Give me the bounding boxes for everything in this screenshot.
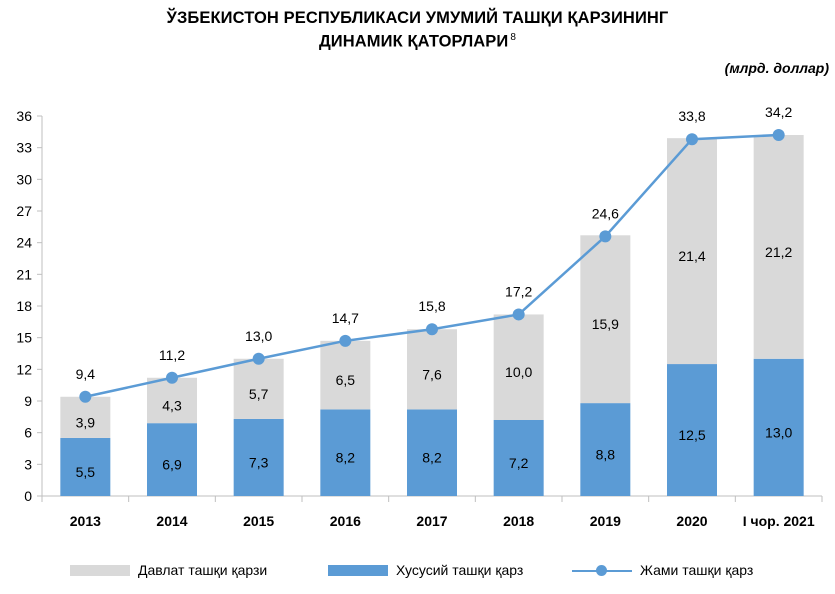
data-label-total-debt: 17,2 — [505, 283, 532, 299]
legend-swatch-private-debt — [328, 564, 388, 576]
bar-state-debt — [667, 138, 717, 365]
x-tick-label: 2015 — [243, 513, 274, 529]
data-label-private-debt: 13,0 — [765, 424, 792, 440]
data-label-total-debt: 14,7 — [332, 310, 359, 326]
bar-private-debt — [320, 409, 371, 496]
data-label-total-debt: 34,2 — [765, 104, 792, 120]
data-label-total-debt: 9,4 — [76, 366, 96, 382]
legend-label-private-debt: Хусусий ташқи қарз — [396, 562, 524, 578]
data-label-state-debt: 15,9 — [592, 316, 619, 332]
data-label-private-debt: 12,5 — [678, 427, 705, 443]
data-label-private-debt: 8,2 — [336, 450, 356, 466]
chart-title-line1: ЎЗБЕКИСТОН РЕСПУБЛИКАСИ УМУМИЙ ТАШҚИ ҚАР… — [166, 9, 669, 27]
total-debt-point — [426, 323, 438, 336]
y-tick-label: 33 — [16, 140, 32, 156]
bar-state-debt — [233, 358, 284, 419]
y-tick-label: 9 — [24, 393, 32, 409]
y-tick-label: 36 — [16, 108, 32, 124]
y-tick-label: 0 — [24, 488, 32, 504]
x-tick-label: 2017 — [416, 513, 447, 529]
legend-swatch-total-debt — [572, 564, 632, 576]
data-label-total-debt: 33,8 — [678, 108, 705, 124]
bar-state-debt — [753, 135, 804, 359]
title-footnote: 8 — [510, 32, 517, 43]
total-debt-point — [599, 230, 612, 243]
bar-state-debt — [147, 377, 197, 424]
total-debt-point — [79, 390, 92, 403]
y-tick-label: 27 — [16, 203, 32, 219]
data-label-state-debt: 3,9 — [76, 414, 96, 430]
legend-label-total-debt: Жами ташқи қарз — [640, 562, 754, 578]
y-tick-label: 15 — [16, 330, 32, 346]
legend-item-state-debt: Давлат ташқи қарзи — [70, 562, 267, 578]
data-label-private-debt: 8,2 — [422, 450, 442, 466]
y-tick-label: 30 — [16, 171, 32, 187]
data-label-private-debt: 6,9 — [162, 457, 182, 473]
data-label-private-debt: 5,5 — [76, 464, 96, 480]
total-debt-point — [686, 133, 698, 146]
bar-state-debt — [320, 340, 371, 410]
total-debt-point — [772, 129, 785, 141]
x-tick-label: 2018 — [503, 513, 534, 529]
legend-item-total-debt: Жами ташқи қарз — [572, 562, 753, 578]
data-label-total-debt: 13,0 — [245, 328, 272, 344]
bar-private-debt — [407, 409, 457, 496]
y-tick-label: 18 — [16, 298, 32, 314]
legend-item-private-debt: Хусусий ташқи қарз — [328, 562, 523, 578]
x-tick-label: 2014 — [156, 513, 187, 529]
bar-private-debt — [667, 364, 717, 496]
bar-state-debt — [407, 329, 457, 410]
bar-private-debt — [753, 358, 804, 496]
bar-private-debt — [493, 420, 544, 496]
bar-private-debt — [580, 403, 631, 496]
data-label-state-debt: 4,3 — [162, 397, 182, 413]
x-tick-label: 2020 — [676, 513, 707, 529]
y-tick-label: 24 — [16, 235, 32, 251]
y-tick-label: 6 — [24, 425, 32, 441]
bar-state-debt — [493, 314, 544, 420]
y-tick-label: 3 — [24, 456, 32, 472]
bar-private-debt — [147, 423, 197, 496]
legend-label-state-debt: Давлат ташқи қарзи — [138, 562, 268, 578]
x-tick-label: 2016 — [330, 513, 361, 529]
total-debt-point — [166, 371, 178, 384]
total-debt-point — [339, 334, 352, 347]
data-label-total-debt: 11,2 — [159, 347, 185, 363]
x-tick-label: 2019 — [590, 513, 621, 529]
data-label-private-debt: 8,8 — [596, 447, 616, 463]
data-label-private-debt: 7,2 — [509, 455, 529, 471]
data-label-state-debt: 21,2 — [765, 244, 792, 260]
bar-state-debt — [580, 235, 631, 404]
y-tick-label: 12 — [16, 361, 32, 377]
legend: Давлат ташқи қарзи Хусусий ташқи қарз Жа… — [0, 562, 835, 586]
bar-private-debt — [60, 437, 111, 496]
x-tick-label: 2013 — [70, 513, 101, 529]
x-tick-label: I чор. 2021 — [743, 513, 815, 529]
total-debt-point — [512, 308, 525, 321]
data-label-total-debt: 24,6 — [592, 205, 619, 221]
unit-label: (млрд. доллар) — [724, 60, 829, 76]
data-label-state-debt: 21,4 — [678, 248, 705, 264]
chart-title-line2: ДИНАМИК ҚАТОРЛАРИ 8 — [0, 32, 835, 52]
data-label-private-debt: 7,3 — [249, 454, 269, 470]
total-debt-point — [252, 352, 265, 365]
chart-title-text: ДИНАМИК ҚАТОРЛАРИ — [318, 32, 509, 51]
data-label-state-debt: 10,0 — [505, 364, 532, 380]
legend-swatch-state-debt — [70, 564, 130, 576]
data-label-state-debt: 6,5 — [336, 372, 356, 388]
bar-private-debt — [233, 418, 284, 496]
data-label-state-debt: 7,6 — [422, 366, 442, 382]
bar-state-debt — [60, 396, 111, 438]
data-label-state-debt: 5,7 — [249, 386, 269, 402]
y-tick-label: 21 — [16, 266, 32, 282]
data-label-total-debt: 15,8 — [418, 298, 445, 314]
